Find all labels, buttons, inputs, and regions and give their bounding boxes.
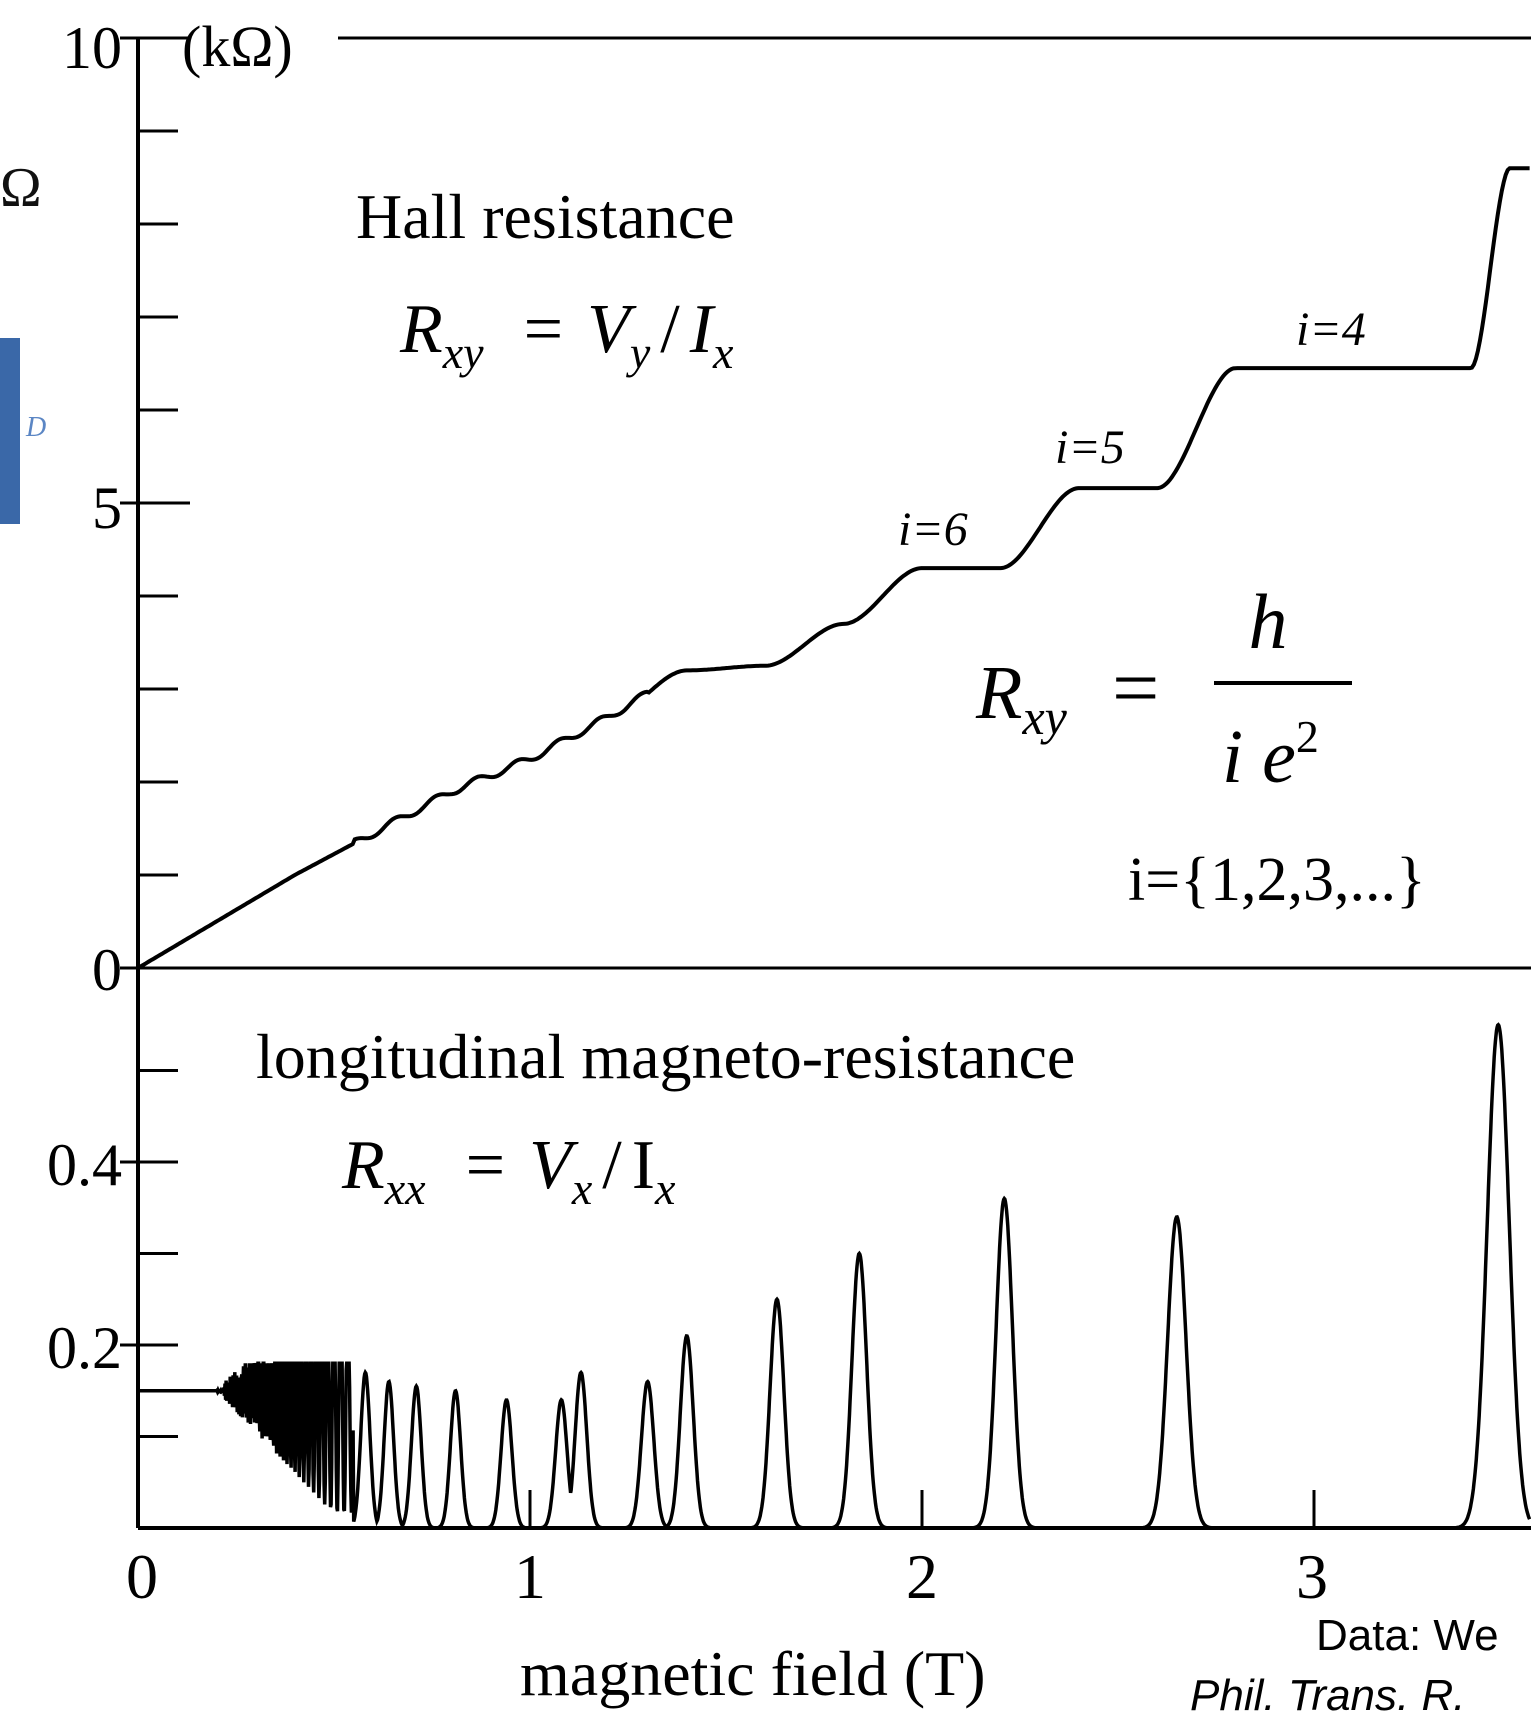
quant-denominator: i e2 <box>1222 711 1319 799</box>
lower-y-ticks <box>120 1071 178 1437</box>
xtick-label-2: 2 <box>906 1541 938 1612</box>
xtick-label-0: 0 <box>126 1541 158 1612</box>
index-set: i={1,2,3,...} <box>1128 846 1426 914</box>
xtick-label-1: 1 <box>514 1541 546 1612</box>
ytick-label-0.2: 0.2 <box>47 1315 122 1381</box>
ytick-label-0: 0 <box>92 937 122 1003</box>
citation-line1: Data: We <box>1316 1611 1499 1660</box>
ytick-label-5: 5 <box>92 475 122 541</box>
upper-y-ticks <box>120 38 190 968</box>
citation-line2: Phil. Trans. R. <box>1190 1671 1465 1713</box>
quant-numerator: h <box>1249 578 1288 665</box>
hall-lhs-sub: xy <box>442 327 484 378</box>
upper-panel-title: Hall resistance <box>356 181 735 252</box>
plateau-label-i6: i=6 <box>898 503 968 556</box>
plateau-label-i5: i=5 <box>1055 421 1125 474</box>
rxx-formula: Rxx = Vx / Ix <box>341 1127 676 1214</box>
ytick-label-10: 10 <box>62 15 122 81</box>
y-unit-label: (kΩ) <box>182 14 293 79</box>
hall-lhs: R <box>399 291 443 368</box>
plateau-label-i4: i=4 <box>1296 303 1366 356</box>
lower-panel-title: longitudinal magneto-resistance <box>256 1021 1075 1092</box>
hall-formula: Rxy = Vy / Ix <box>399 291 734 378</box>
x-axis-label: magnetic field (T) <box>520 1638 986 1709</box>
quant-lhs: Rxy <box>975 651 1068 745</box>
ytick-label-0.4: 0.4 <box>47 1132 122 1198</box>
quant-equals: = <box>1112 642 1159 735</box>
rxx-line <box>138 1025 1530 1528</box>
xtick-label-3: 3 <box>1296 1541 1328 1612</box>
rxx-series <box>138 1025 1530 1528</box>
